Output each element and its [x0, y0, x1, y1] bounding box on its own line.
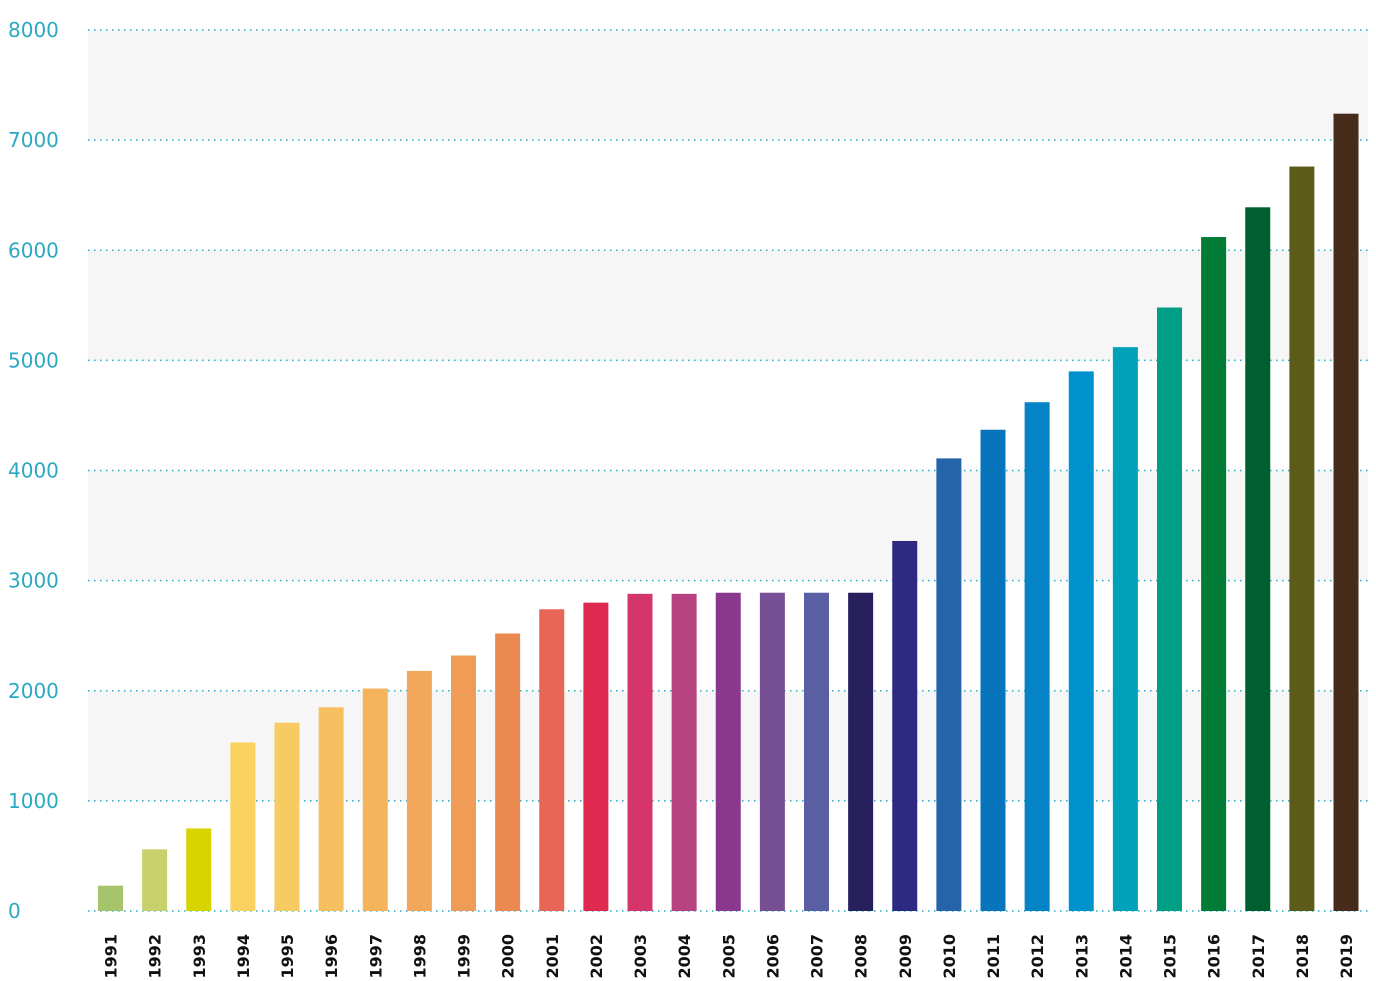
x-tick-label: 1991	[102, 934, 121, 979]
x-tick-label: 1997	[366, 934, 385, 979]
bar-1995	[274, 722, 300, 911]
bar-1996	[318, 707, 344, 911]
bar-2016	[1201, 237, 1227, 911]
bar-2005	[715, 592, 741, 911]
bar-2017	[1245, 207, 1271, 911]
bar-1994	[230, 742, 256, 911]
y-tick-label: 7000	[8, 128, 59, 152]
bar-2015	[1157, 307, 1182, 911]
y-tick-label: 8000	[8, 18, 59, 42]
x-tick-label: 2004	[675, 934, 694, 979]
background-band	[88, 140, 1368, 251]
x-tick-label: 2017	[1249, 934, 1268, 979]
y-tick-label: 3000	[8, 569, 59, 593]
bars	[98, 113, 1359, 911]
x-tick-label: 1994	[234, 934, 253, 979]
bar-2014	[1112, 347, 1138, 911]
y-tick-label: 4000	[8, 459, 59, 483]
x-tick-label: 2019	[1337, 934, 1356, 979]
bar-2002	[583, 602, 609, 911]
bar-1991	[98, 885, 123, 911]
x-tick-label: 2010	[940, 934, 959, 979]
bar-2012	[1024, 402, 1050, 911]
bar-2018	[1289, 166, 1315, 911]
x-tick-label: 2018	[1293, 934, 1312, 979]
x-tick-label: 2003	[631, 934, 650, 979]
plot-background-bands	[88, 30, 1368, 911]
x-tick-label: 2013	[1072, 934, 1091, 979]
x-tick-label: 1993	[190, 934, 209, 979]
bar-2001	[539, 609, 565, 911]
bar-2007	[804, 592, 829, 911]
x-tick-label: 2005	[719, 934, 738, 979]
bar-2009	[892, 540, 918, 911]
bar-1999	[451, 655, 476, 911]
x-tick-label: 1995	[278, 934, 297, 979]
background-band	[88, 30, 1368, 141]
bar-2010	[936, 458, 962, 911]
bar-2003	[627, 593, 653, 911]
x-tick-label: 2015	[1161, 934, 1180, 979]
bar-2000	[495, 633, 521, 911]
x-axis-tick-labels: 1991 1992 1993 1994 1995 1996 1997 1998 1999 2000…	[102, 934, 1357, 979]
bar-2008	[848, 592, 874, 911]
bar-2019	[1333, 113, 1359, 911]
bar-2011	[980, 429, 1006, 911]
x-tick-label: 2009	[896, 934, 915, 979]
bar-2006	[759, 592, 785, 911]
x-tick-label: 1999	[455, 934, 474, 979]
x-tick-label: 2002	[587, 934, 606, 979]
x-tick-label: 2016	[1205, 934, 1224, 979]
bar-1997	[362, 688, 388, 911]
bar-2013	[1068, 371, 1094, 911]
background-band	[88, 360, 1368, 471]
x-tick-label: 2006	[763, 934, 782, 979]
x-tick-label: 1992	[146, 934, 165, 979]
x-tick-label: 2011	[984, 934, 1003, 979]
y-axis-tick-labels: 0 1000 2000 3000 4000 5000 6000 7000 8000	[8, 18, 59, 923]
x-tick-label: 2001	[543, 934, 562, 979]
x-tick-label: 2008	[852, 934, 871, 979]
x-tick-label: 2014	[1116, 934, 1135, 979]
x-tick-label: 2012	[1028, 934, 1047, 979]
bar-1998	[406, 670, 432, 911]
x-tick-label: 1996	[322, 934, 341, 979]
x-tick-label: 1998	[410, 934, 429, 979]
bar-2004	[671, 593, 697, 911]
y-tick-label: 5000	[8, 348, 59, 372]
bar-1992	[142, 849, 168, 911]
y-tick-label: 2000	[8, 679, 59, 703]
background-band	[88, 250, 1368, 361]
x-tick-label: 2007	[808, 934, 827, 979]
bar-1993	[186, 828, 212, 911]
y-tick-label: 6000	[8, 238, 59, 262]
y-tick-label: 1000	[8, 789, 59, 813]
y-tick-label: 0	[8, 899, 21, 923]
x-tick-label: 2000	[499, 934, 518, 979]
background-band	[88, 470, 1368, 581]
